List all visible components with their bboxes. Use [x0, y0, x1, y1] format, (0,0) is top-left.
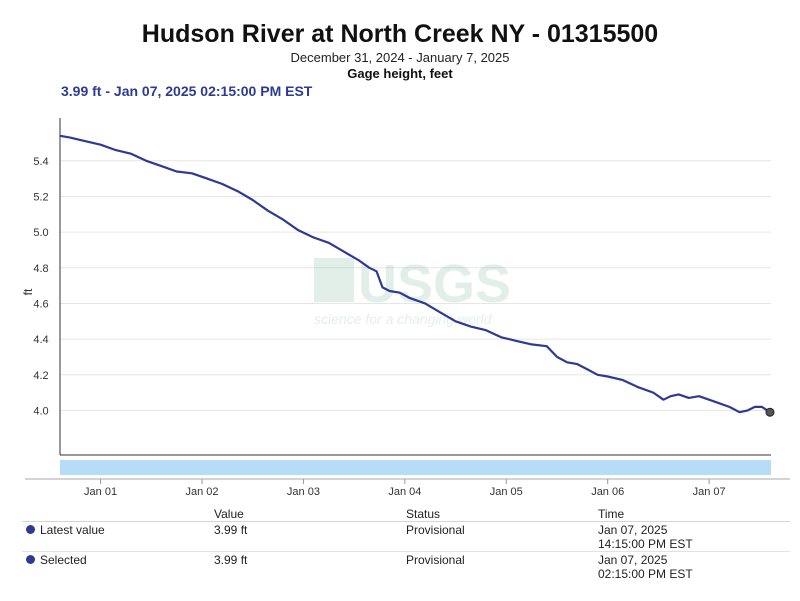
navigator-bar[interactable] — [60, 460, 771, 475]
y-tick-label: 5.4 — [33, 156, 48, 168]
table-row-latest: Latest value 3.99 ft Provisional Jan 07,… — [22, 522, 790, 552]
hover-readout: 3.99 ft - Jan 07, 2025 02:15:00 PM EST — [61, 83, 313, 99]
y-axis-ticks: 4.0 4.2 4.4 4.6 4.8 5.0 5.2 5.4 — [33, 156, 48, 418]
table-header: Value Status Time — [22, 506, 790, 522]
header-status: Status — [406, 507, 441, 521]
row-status: Provisional — [406, 553, 465, 567]
y-tick-label: 4.2 — [33, 370, 48, 382]
parameter-label: Gage height, feet — [347, 66, 453, 81]
row-value: 3.99 ft — [214, 553, 248, 567]
date-range: December 31, 2024 - January 7, 2025 — [290, 50, 510, 65]
row-time-clock: 14:15:00 PM EST — [598, 537, 693, 551]
header-value: Value — [214, 507, 244, 521]
x-tick-label: Jan 01 — [84, 486, 117, 498]
grid-lines — [60, 160, 771, 411]
series-layer — [59, 134, 775, 417]
row-time-date: Jan 07, 2025 — [598, 553, 668, 567]
y-tick-label: 4.8 — [33, 263, 48, 275]
x-axis-ticks: Jan 01 Jan 02 Jan 03 Jan 04 Jan 05 Jan 06 Jan … — [84, 479, 726, 498]
latest-point-marker[interactable] — [765, 407, 775, 417]
table-row-selected: Selected 3.99 ft Provisional Jan 07, 202… — [22, 552, 790, 581]
row-value: 3.99 ft — [214, 523, 248, 537]
watermark-tagline: science for a changing world — [314, 311, 493, 327]
x-tick-label: Jan 03 — [287, 486, 320, 498]
row-label: Selected — [40, 553, 87, 567]
watermark-logo: USGS — [358, 254, 511, 314]
y-axis-label: ft — [21, 288, 35, 295]
x-tick-label: Jan 07 — [693, 486, 726, 498]
x-tick-label: Jan 05 — [490, 486, 523, 498]
series-dot-icon — [26, 555, 35, 564]
row-label: Latest value — [40, 523, 105, 537]
x-tick-label: Jan 04 — [388, 486, 421, 498]
row-time-date: Jan 07, 2025 — [598, 523, 668, 537]
y-tick-label: 5.2 — [33, 191, 48, 203]
x-tick-label: Jan 02 — [185, 486, 218, 498]
y-tick-label: 4.0 — [33, 405, 48, 417]
usgs-logo-icon — [314, 258, 354, 302]
row-status: Provisional — [406, 523, 465, 537]
usgs-watermark: USGS science for a changing world — [314, 254, 511, 327]
x-tick-label: Jan 06 — [591, 486, 624, 498]
y-tick-label: 5.0 — [33, 227, 48, 239]
chart-title: Hudson River at North Creek NY - 0131550… — [141, 20, 659, 48]
hydrograph-chart[interactable]: USGS science for a changing world 4.0 4.2… — [0, 0, 800, 505]
series-dot-icon — [26, 525, 35, 534]
y-tick-label: 4.4 — [33, 334, 48, 346]
gage-height-series-line[interactable] — [59, 134, 771, 414]
header-time: Time — [598, 507, 625, 521]
row-time-clock: 02:15:00 PM EST — [598, 567, 693, 581]
y-tick-label: 4.6 — [33, 298, 48, 310]
